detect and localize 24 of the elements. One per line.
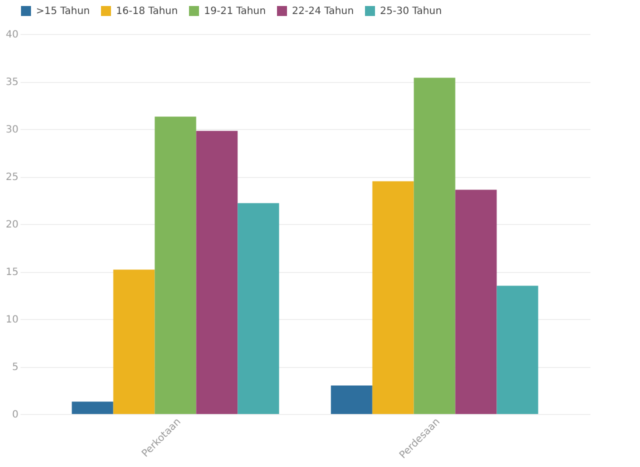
- bar: [238, 203, 280, 414]
- y-tick-label: 35: [6, 77, 18, 88]
- bar: [330, 386, 372, 414]
- y-tick-label: 25: [6, 172, 18, 183]
- bar: [372, 181, 414, 414]
- y-tick-label: 40: [6, 30, 18, 40]
- bar: [113, 270, 155, 414]
- bar: [414, 78, 456, 414]
- legend-label: >15 Tahun: [36, 6, 90, 17]
- y-tick-label: 0: [12, 410, 18, 420]
- y-tick-label: 15: [6, 267, 18, 278]
- legend-label: 16-18 Tahun: [116, 6, 178, 17]
- y-tick-label: 5: [12, 362, 18, 373]
- y-tick-label: 20: [6, 220, 18, 230]
- legend-label: 22-24 Tahun: [292, 6, 354, 17]
- legend-label: 25-30 Tahun: [380, 6, 442, 17]
- legend-label: 19-21 Tahun: [204, 6, 266, 17]
- bar: [196, 130, 238, 414]
- bar: [496, 286, 538, 414]
- y-tick-label: 30: [6, 124, 18, 136]
- bar: [72, 402, 114, 414]
- bar: [455, 190, 497, 414]
- y-tick-label: 10: [6, 314, 18, 326]
- bar: [154, 116, 196, 414]
